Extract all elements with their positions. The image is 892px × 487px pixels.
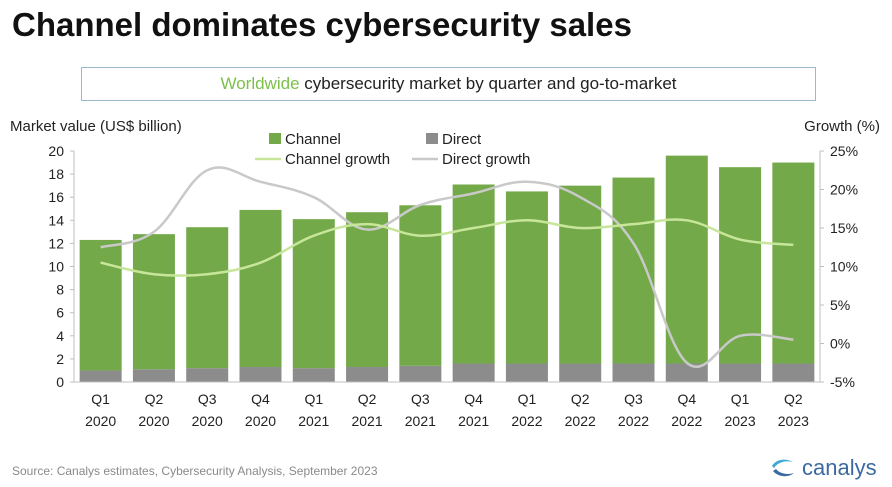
- legend-label: Channel growth: [285, 151, 390, 168]
- bar-channel: [346, 212, 389, 367]
- y2-tick-label: 0%: [830, 336, 850, 352]
- y-tick-label: 12: [48, 235, 64, 251]
- line-direct-growth: [100, 166, 794, 368]
- x-tick-label-year: 2021: [298, 413, 329, 429]
- bar-direct: [665, 363, 708, 382]
- y-tick-label: 16: [48, 189, 64, 205]
- x-tick-label-quarter: Q1: [91, 391, 110, 407]
- y2-tick-label: 25%: [830, 143, 858, 159]
- x-tick-label-year: 2022: [511, 413, 542, 429]
- legend-swatch: [426, 133, 438, 144]
- x-tick-label-quarter: Q1: [731, 391, 750, 407]
- y2-tick-label: 15%: [830, 220, 858, 236]
- x-tick-label-quarter: Q4: [464, 391, 483, 407]
- x-tick-label-quarter: Q1: [518, 391, 537, 407]
- subtitle-text: cybersecurity market by quarter and go-t…: [299, 74, 677, 93]
- line-channel-growth: [100, 218, 794, 278]
- legend-swatch: [269, 133, 281, 144]
- bar-direct: [186, 368, 229, 382]
- x-tick-label-year: 2020: [192, 413, 223, 429]
- bar-channel: [292, 219, 335, 369]
- x-tick-label-year: 2020: [245, 413, 276, 429]
- x-tick-label-quarter: Q3: [624, 391, 643, 407]
- bar-channel: [239, 209, 282, 367]
- y-tick-label: 6: [56, 305, 64, 321]
- bar-direct: [79, 370, 122, 382]
- bar-direct: [559, 363, 602, 382]
- x-tick-label-quarter: Q1: [304, 391, 323, 407]
- bar-direct: [612, 363, 655, 382]
- y-tick-label: 14: [48, 212, 64, 228]
- bar-channel: [772, 162, 815, 364]
- y2-tick-label: -5%: [830, 374, 855, 390]
- x-tick-label-year: 2022: [565, 413, 596, 429]
- bar-direct: [239, 366, 282, 382]
- y2-tick-label: 10%: [830, 259, 858, 275]
- bar-direct: [452, 363, 495, 382]
- y-tick-label: 10: [48, 259, 64, 275]
- y-tick-label: 8: [56, 282, 64, 298]
- bar-direct: [772, 363, 815, 382]
- x-tick-label-quarter: Q2: [358, 391, 377, 407]
- y-tick-label: 2: [56, 351, 64, 367]
- chart-title: Channel dominates cybersecurity sales: [12, 6, 632, 43]
- y2-tick-label: 20%: [830, 182, 858, 198]
- bar-direct: [346, 366, 389, 382]
- x-tick-label-year: 2021: [458, 413, 489, 429]
- x-tick-label-year: 2021: [351, 413, 382, 429]
- bar-channel: [665, 155, 708, 364]
- canalys-logo-icon: [772, 459, 794, 477]
- x-tick-label-quarter: Q4: [251, 391, 270, 407]
- x-tick-label-year: 2023: [724, 413, 755, 429]
- source-note: Source: Canalys estimates, Cybersecurity…: [12, 464, 378, 478]
- bar-channel: [132, 234, 175, 370]
- x-tick-label-year: 2020: [85, 413, 116, 429]
- x-tick-label-year: 2022: [618, 413, 649, 429]
- bar-channel: [452, 184, 495, 364]
- y-tick-label: 18: [48, 166, 64, 182]
- x-tick-label-quarter: Q2: [571, 391, 590, 407]
- chart-subtitle: Worldwide cybersecurity market by quarte…: [81, 67, 816, 101]
- x-tick-label-quarter: Q2: [145, 391, 164, 407]
- legend-label: Channel: [285, 131, 341, 148]
- x-tick-label-year: 2023: [778, 413, 809, 429]
- y-axis-title: Market value (US$ billion): [10, 118, 182, 135]
- legend-label: Direct: [442, 131, 482, 148]
- x-tick-label-quarter: Q4: [677, 391, 696, 407]
- subtitle-highlight: Worldwide: [220, 74, 300, 93]
- y2-tick-label: 5%: [830, 297, 850, 313]
- x-tick-label-year: 2022: [671, 413, 702, 429]
- bar-direct: [399, 365, 442, 382]
- bar-channel: [186, 227, 229, 369]
- bar-direct: [292, 368, 335, 382]
- bar-channel: [79, 239, 122, 371]
- bar-channel: [559, 185, 602, 364]
- x-tick-label-year: 2021: [405, 413, 436, 429]
- legend-label: Direct growth: [442, 151, 530, 168]
- x-tick-label-quarter: Q3: [411, 391, 430, 407]
- x-tick-label-year: 2020: [138, 413, 169, 429]
- brand-logo: canalys: [770, 455, 877, 481]
- bar-direct: [132, 369, 175, 382]
- bar-direct: [505, 363, 548, 382]
- bar-channel: [399, 205, 442, 366]
- y-tick-label: 20: [48, 143, 64, 159]
- brand-name: canalys: [802, 455, 877, 480]
- bar-channel: [612, 177, 655, 364]
- bar-channel: [719, 167, 762, 364]
- bar-channel: [505, 191, 548, 364]
- y-tick-label: 0: [56, 374, 64, 390]
- x-tick-label-quarter: Q2: [784, 391, 803, 407]
- x-tick-label-quarter: Q3: [198, 391, 217, 407]
- bar-direct: [719, 363, 762, 382]
- y2-axis-title: Growth (%): [804, 118, 880, 135]
- y-tick-label: 4: [56, 328, 64, 344]
